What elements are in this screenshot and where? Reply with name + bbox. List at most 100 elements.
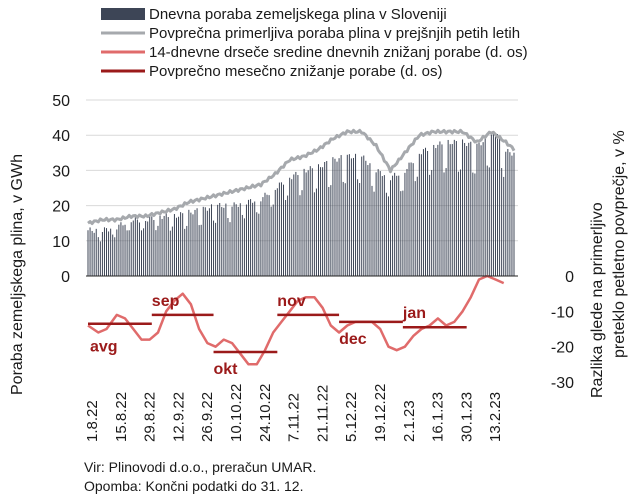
y-tick-left-30: 30	[52, 163, 70, 180]
bar-day-62	[215, 222, 217, 276]
bar-day-100	[293, 174, 295, 276]
bar-day-87	[266, 194, 268, 276]
bar-day-104	[301, 190, 303, 276]
bar-day-50	[190, 212, 192, 276]
bar-day-74	[239, 203, 241, 276]
bar-day-15	[118, 224, 120, 276]
bar-day-152	[400, 191, 402, 276]
bar-day-34	[157, 225, 159, 276]
y-tick-left-50: 50	[52, 93, 70, 110]
bar-day-35	[159, 215, 161, 276]
bar-day-119	[332, 157, 334, 276]
bar-day-187	[472, 172, 474, 276]
bar-day-155	[406, 168, 408, 276]
bar-day-175	[447, 139, 449, 276]
bar-day-127	[348, 154, 350, 276]
bar-day-27	[143, 228, 145, 276]
bar-day-114	[322, 167, 324, 276]
line-series-group	[87, 128, 516, 366]
bar-day-105	[303, 168, 305, 276]
bar-day-193	[484, 136, 486, 276]
bar-day-98	[289, 177, 291, 276]
bar-day-163	[422, 149, 424, 276]
bar-day-110	[313, 192, 315, 276]
bar-day-46	[182, 213, 184, 276]
bar-day-52	[194, 209, 196, 276]
bar-day-201	[501, 168, 503, 276]
y-tick-left-10: 10	[52, 234, 70, 251]
bar-day-63	[217, 204, 219, 276]
y-tick-right--30: -30	[551, 375, 574, 392]
y-tick-left-40: 40	[52, 128, 70, 145]
bar-day-200	[499, 135, 501, 276]
bar-day-37	[163, 215, 165, 276]
bar-day-51	[192, 214, 194, 276]
month-labels: avg sep okt nov dec jan	[90, 293, 426, 378]
bar-day-30	[149, 216, 151, 276]
bar-day-117	[328, 187, 330, 276]
bar-day-181	[459, 169, 461, 276]
x-tick-4: 26.9.22	[199, 392, 216, 442]
bar-day-107	[307, 170, 309, 276]
bar-day-80	[252, 202, 254, 276]
bar-day-54	[198, 225, 200, 276]
month-label-jan: jan	[402, 305, 426, 322]
bar-day-88	[268, 195, 270, 276]
x-tick-5: 10.10.22	[228, 384, 245, 442]
bar-day-47	[184, 228, 186, 276]
bar-day-129	[352, 157, 354, 276]
bar-day-196	[490, 134, 492, 276]
bar-day-158	[412, 163, 414, 276]
bar-day-25	[138, 222, 140, 276]
bar-day-81	[254, 201, 256, 276]
month-label-avg: avg	[90, 339, 118, 356]
bar-day-8	[103, 227, 105, 276]
y-axis-title-right-line1: Razlika glede na primerljivo	[589, 202, 606, 398]
bar-day-145	[385, 192, 387, 276]
bar-day-92	[276, 188, 278, 276]
source-notes: Vir: Plinovodi d.o.o., preračun UMAR. Op…	[84, 458, 316, 496]
bar-day-49	[188, 209, 190, 276]
bar-day-43	[175, 217, 177, 276]
bar-day-204	[507, 148, 509, 276]
x-tick-2: 29.8.22	[142, 392, 159, 442]
bar-day-169	[435, 148, 437, 276]
bar-day-28	[145, 220, 147, 276]
line-5y-average	[87, 128, 516, 226]
bar-day-197	[492, 131, 494, 276]
y-tick-right--20: -20	[551, 340, 574, 357]
bar-day-58	[206, 210, 208, 276]
bar-day-39	[167, 217, 169, 276]
bar-day-84	[260, 201, 262, 276]
bar-day-136	[367, 165, 369, 276]
bar-day-206	[511, 155, 513, 276]
bar-day-126	[346, 154, 348, 276]
bar-day-203	[505, 151, 507, 276]
bar-day-78	[248, 199, 250, 276]
bar-day-133	[361, 156, 363, 276]
bar-day-135	[365, 160, 367, 276]
bar-day-41	[171, 226, 173, 276]
bar-day-7	[101, 231, 103, 276]
bar-day-64	[219, 203, 221, 276]
bar-day-57	[204, 207, 206, 276]
bar-day-16	[120, 222, 122, 276]
bar-day-72	[235, 204, 237, 276]
bar-day-111	[315, 188, 317, 276]
bar-day-172	[441, 144, 443, 276]
bar-day-184	[466, 146, 468, 276]
bar-day-70	[231, 206, 233, 276]
bar-day-137	[369, 163, 371, 276]
bar-day-45	[180, 212, 182, 276]
bar-day-198	[494, 134, 496, 276]
bar-day-194	[486, 165, 488, 276]
bar-day-143	[381, 176, 383, 276]
x-tick-9: 5.12.22	[343, 392, 360, 442]
bar-day-85	[262, 197, 264, 276]
bar-day-32	[153, 220, 155, 276]
bar-day-134	[363, 155, 365, 276]
bar-day-115	[324, 162, 326, 276]
bar-day-106	[305, 172, 307, 276]
bar-day-141	[377, 169, 379, 276]
bar-day-192	[482, 142, 484, 276]
